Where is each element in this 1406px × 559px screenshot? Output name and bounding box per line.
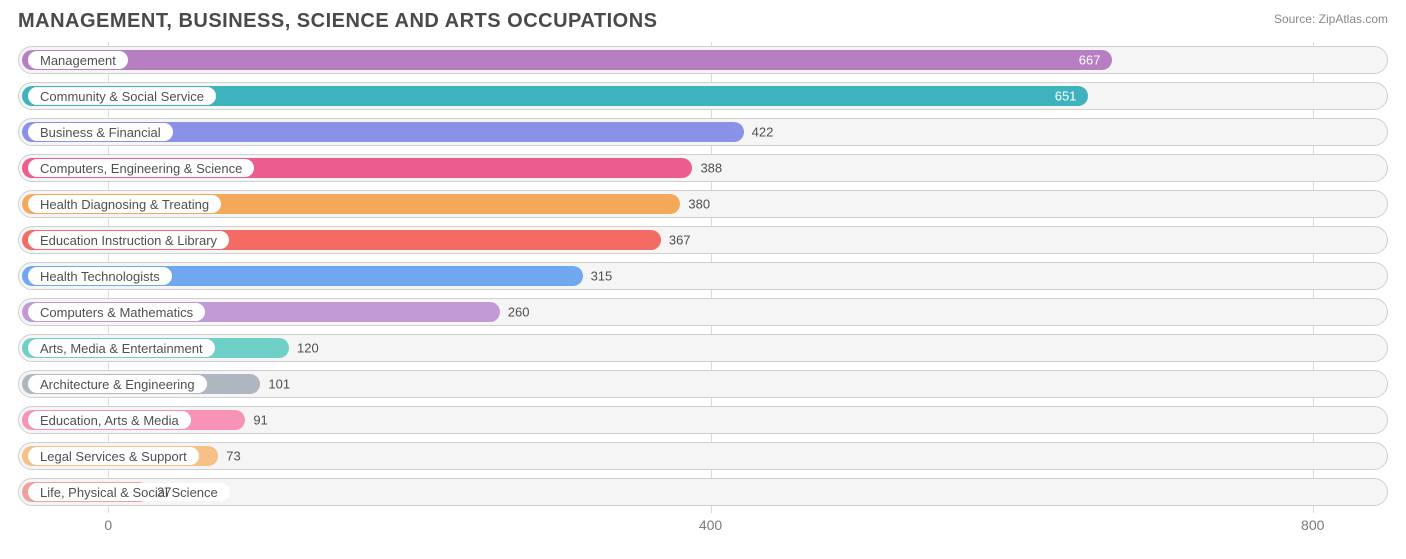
bar-row: Life, Physical & Social Science27 [18, 478, 1388, 506]
x-axis: 0 400 800 [18, 513, 1388, 541]
bar-label: Management [28, 51, 128, 69]
bar-row: Health Technologists 315 [18, 262, 1388, 290]
bar-label: Legal Services & Support [28, 447, 199, 465]
bar-row: Legal Services & Support 73 [18, 442, 1388, 470]
chart-title: MANAGEMENT, BUSINESS, SCIENCE AND ARTS O… [0, 0, 1406, 33]
bar-row: Education Instruction & Library 367 [18, 226, 1388, 254]
bar-value: 388 [700, 161, 722, 176]
bar-label: Business & Financial [28, 123, 173, 141]
bar-row: Computers, Engineering & Science 388 [18, 154, 1388, 182]
bar-value: 120 [297, 341, 319, 356]
bar-label: Arts, Media & Entertainment [28, 339, 215, 357]
bar-label: Architecture & Engineering [28, 375, 207, 393]
bar-value: 73 [226, 449, 240, 464]
x-tick-label: 400 [699, 517, 722, 533]
bar-value: 260 [508, 305, 530, 320]
bar-value: 367 [669, 233, 691, 248]
bar-label: Health Diagnosing & Treating [28, 195, 221, 213]
bar-row: Management 667 [18, 46, 1388, 74]
bar-track [18, 442, 1388, 470]
x-tick-label: 0 [104, 517, 112, 533]
bar-row: Arts, Media & Entertainment 120 [18, 334, 1388, 362]
bar-value: 91 [253, 413, 267, 428]
bar-value: 422 [752, 125, 774, 140]
source-attribution: Source: ZipAtlas.com [1274, 12, 1388, 26]
x-tick-label: 800 [1301, 517, 1324, 533]
bar-row: Computers & Mathematics 260 [18, 298, 1388, 326]
bar-row: Community & Social Service 651 [18, 82, 1388, 110]
bar-row: Education, Arts & Media 91 [18, 406, 1388, 434]
bar-value: 380 [688, 197, 710, 212]
bar-value: 27 [157, 485, 171, 500]
bar-value: 315 [591, 269, 613, 284]
bar-label: Community & Social Service [28, 87, 216, 105]
bar-row: Health Diagnosing & Treating 380 [18, 190, 1388, 218]
bar-row: Business & Financial 422 [18, 118, 1388, 146]
bar-value: 101 [268, 377, 290, 392]
bar-label: Computers, Engineering & Science [28, 159, 254, 177]
bar-label: Education, Arts & Media [28, 411, 191, 429]
plot-area: Management 667 Community & Social Service 6… [18, 42, 1388, 513]
bar-label: Health Technologists [28, 267, 172, 285]
bar-value: 651 [1055, 89, 1077, 104]
bar-label: Computers & Mathematics [28, 303, 205, 321]
bar-value: 667 [1079, 53, 1101, 68]
bar-label: Life, Physical & Social Science [28, 483, 230, 501]
bar-row: Architecture & Engineering 101 [18, 370, 1388, 398]
bar-label: Education Instruction & Library [28, 231, 229, 249]
bar-fill [22, 50, 1112, 70]
chart-container: Management 667 Community & Social Service 6… [18, 42, 1388, 541]
